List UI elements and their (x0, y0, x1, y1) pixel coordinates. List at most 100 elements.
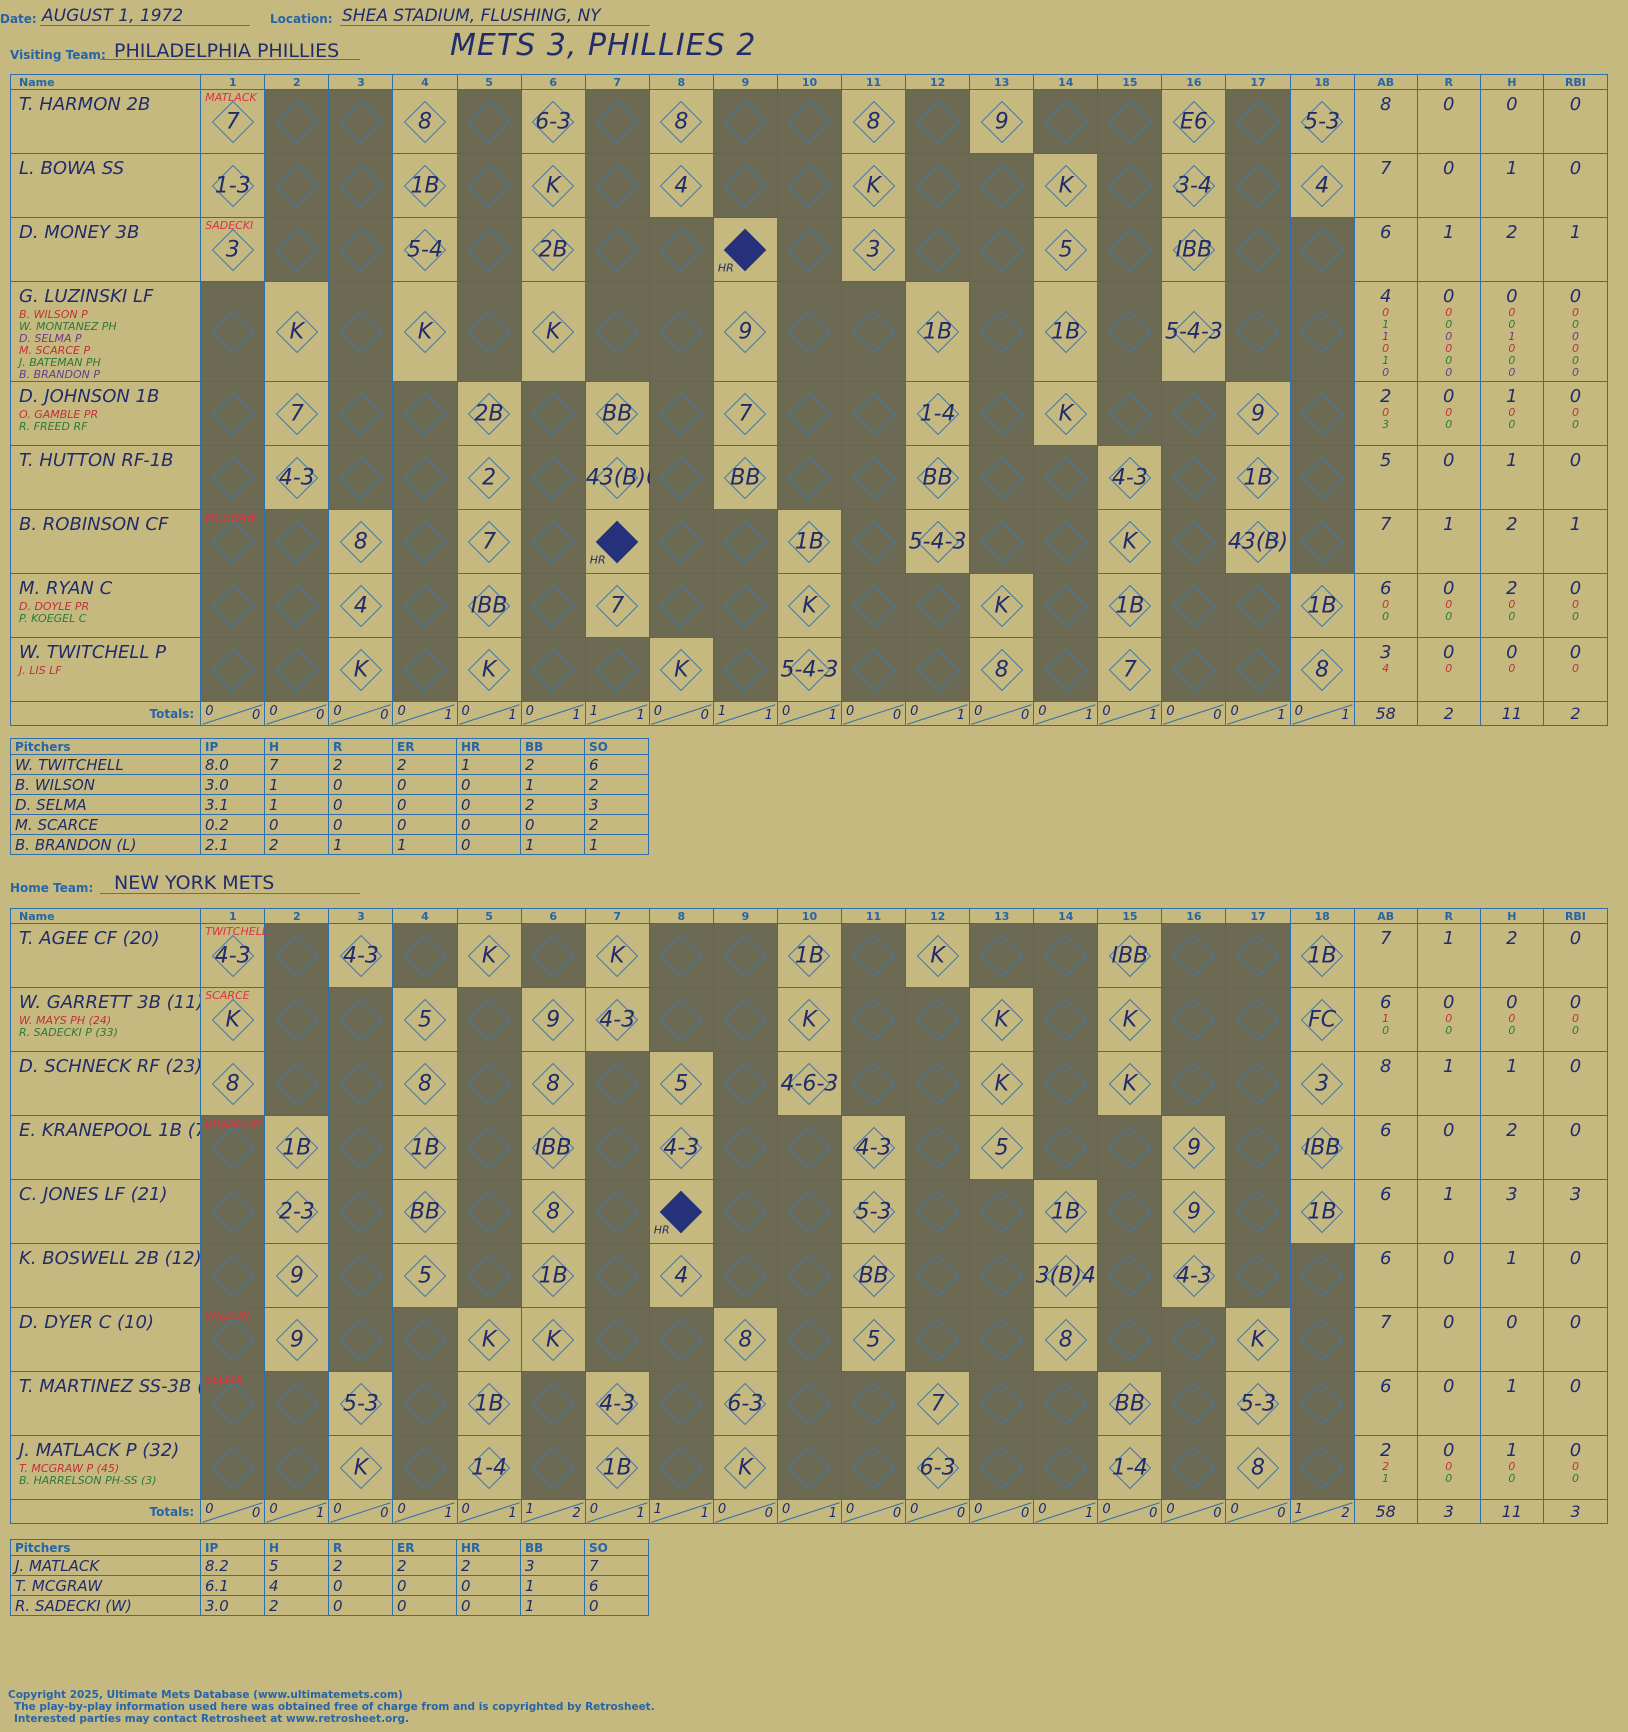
batter-stat-r: 1 (1416, 509, 1481, 574)
batter-name-cell: B. ROBINSON CF (9, 509, 202, 574)
base-diamond (596, 310, 639, 353)
sub-stat-value: 4 (1382, 662, 1390, 675)
pitcher-stat: 1 (328, 834, 393, 855)
batter-name: T. AGEE CF (20) (19, 928, 160, 949)
base-diamond (531, 584, 575, 627)
location-value: SHEA STADIUM, FLUSHING, NY (342, 6, 601, 26)
base-diamond (275, 520, 319, 563)
inning-cell: K (264, 281, 330, 382)
inning-cell (1161, 637, 1227, 702)
batter-stat-rbi: 0 (1542, 923, 1609, 988)
base-diamond (596, 164, 639, 207)
play-result: 5-4-3 (780, 657, 839, 682)
inning-cell: K (1033, 381, 1099, 446)
batter-stat-r: 0 (1416, 1115, 1481, 1180)
base-diamond (980, 228, 1023, 271)
play-result: 4-3 (663, 1135, 700, 1160)
inning-cell (1161, 1307, 1227, 1372)
footer-line-2: The play-by-play information used here w… (14, 1701, 655, 1713)
base-diamond (403, 1318, 447, 1361)
batter-stat-rbi: 0 (1542, 89, 1609, 154)
batter-stat-h: 2 (1479, 1115, 1544, 1180)
batter-stat-rbi: 0 (1542, 1243, 1609, 1308)
base-diamond (724, 584, 767, 627)
pitcher-stat: 2 (584, 814, 649, 835)
base-diamond (1108, 228, 1152, 271)
inning-hits: 2 (572, 1506, 581, 1521)
play-result: 4-3 (214, 943, 251, 968)
inning-cell: K (1097, 1051, 1163, 1116)
inning-cell (456, 217, 522, 282)
stat-value: 0 (1506, 286, 1518, 307)
sub-stat-value: 0 (1445, 330, 1453, 343)
inning-cell (905, 89, 971, 154)
inning-runs: 0 (333, 1502, 342, 1517)
play-result: 8 (738, 1327, 753, 1352)
inning-cell (905, 573, 971, 638)
inning-cell (1097, 1115, 1163, 1180)
inning-cell (841, 381, 907, 446)
inning-cell (712, 923, 778, 988)
base-diamond (1044, 100, 1087, 143)
play-result: 3(B)4 (1035, 1263, 1096, 1288)
inning-runs: 0 (397, 704, 406, 719)
inning-cell (264, 89, 330, 154)
inning-cell: 5 (392, 1243, 458, 1308)
base-diamond (1172, 584, 1216, 627)
stat-value: 0 (1443, 386, 1455, 407)
play-result: K (545, 173, 561, 198)
play-result: BB (602, 401, 633, 426)
base-diamond (596, 648, 639, 691)
stat-value: 2 (1379, 386, 1392, 407)
base-diamond (1300, 228, 1344, 271)
inning-cell: 3 SADECKI (200, 217, 266, 282)
batter-stat-h: 2 (1479, 923, 1544, 988)
inning-cell: SELMA (200, 1371, 266, 1436)
inning-cell: IBB (456, 573, 522, 638)
sub-stat-value: 0 (1445, 406, 1453, 419)
game-result-title: METS 3, PHILLIES 2 (450, 28, 757, 63)
batter-row: C. JONES LF (21) 2-3 BB 8 HR 5-3 1B 9 1B 6 1 3 3 (9, 1179, 1609, 1244)
batter-stat-h: 2 (1479, 217, 1544, 282)
batter-stat-r: 0 (1416, 153, 1481, 218)
batter-name-cell: G. LUZINSKI LF B. WILSON P W. MONTANEZ PH D… (9, 281, 202, 382)
base-diamond (980, 456, 1023, 499)
batter-stat-r: 1 (1416, 1179, 1481, 1244)
inning-hits: 0 (316, 708, 325, 723)
stat-value: 0 (1443, 1120, 1455, 1141)
base-diamond (596, 1190, 639, 1233)
base-diamond (1300, 1382, 1344, 1425)
inning-cell (1289, 381, 1355, 446)
base-diamond (1300, 456, 1344, 499)
pitcher-stat: 6.1 (200, 1575, 265, 1596)
stat-value: 1 (1569, 222, 1582, 243)
batter-name: B. ROBINSON CF (19, 514, 169, 535)
inning-cell: K (392, 281, 458, 382)
batter-stat-rbi: 1 (1542, 217, 1609, 282)
base-diamond (339, 1254, 383, 1297)
inning-cell (841, 923, 907, 988)
inning-hits: 0 (892, 708, 902, 723)
inning-cell (264, 637, 330, 702)
batter-stat-h: 0 (1479, 1307, 1544, 1372)
play-result: K (289, 319, 305, 344)
play-result: 8 (1315, 657, 1330, 682)
inning-cell (648, 281, 714, 382)
base-diamond (531, 1446, 575, 1489)
base-diamond (403, 648, 447, 691)
inning-cell (648, 217, 714, 282)
batter-row: D. DYER C (10) WILSON 9 K K 8 5 8 K 7 0 0 0 (9, 1307, 1609, 1372)
base-diamond (1236, 584, 1280, 627)
base-diamond (1236, 1190, 1280, 1233)
batter-name-cell: E. KRANEPOOL 1B (7) (9, 1115, 202, 1180)
base-diamond (980, 934, 1023, 977)
pitcher-stat: 5 (264, 1555, 329, 1576)
base-diamond (596, 1126, 639, 1169)
